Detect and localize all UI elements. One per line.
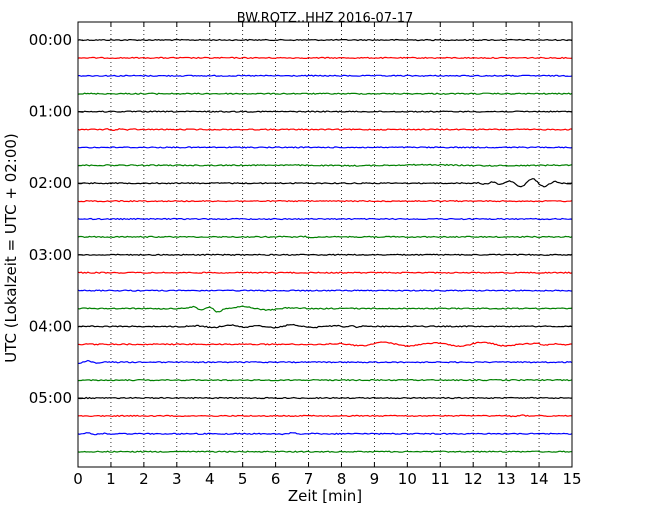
x-tick-label: 12 bbox=[464, 470, 483, 488]
trace-0530 bbox=[77, 431, 573, 436]
y-tick-label: 05:00 bbox=[29, 389, 72, 407]
x-tick-label: 3 bbox=[172, 470, 182, 488]
trace-0215 bbox=[77, 199, 573, 203]
x-tick-label: 7 bbox=[304, 470, 314, 488]
trace-0500 bbox=[77, 396, 573, 400]
trace-0315 bbox=[77, 271, 573, 274]
trace-0200 bbox=[77, 178, 573, 188]
trace-0300 bbox=[77, 253, 573, 256]
x-tick-label: 4 bbox=[205, 470, 215, 488]
y-tick-label: 04:00 bbox=[29, 317, 72, 335]
x-tick-label: 11 bbox=[431, 470, 450, 488]
x-tick-label: 2 bbox=[139, 470, 149, 488]
vertical-grid bbox=[110, 22, 540, 467]
trace-0145 bbox=[77, 163, 573, 167]
trace-0330 bbox=[77, 289, 573, 292]
x-tick-label: 5 bbox=[238, 470, 248, 488]
x-tick-label: 8 bbox=[337, 470, 347, 488]
trace-0230 bbox=[77, 217, 573, 221]
x-tick-label: 6 bbox=[271, 470, 281, 488]
trace-0245 bbox=[77, 235, 573, 239]
trace-0345 bbox=[77, 305, 573, 313]
trace-0015 bbox=[77, 56, 573, 60]
trace-0515 bbox=[77, 414, 573, 418]
trace-0130 bbox=[77, 146, 573, 149]
trace-0100 bbox=[78, 110, 573, 113]
y-tick-label: 01:00 bbox=[29, 103, 72, 121]
y-tick-label: 02:00 bbox=[29, 174, 72, 192]
x-tick-label: 1 bbox=[106, 470, 116, 488]
trace-0415 bbox=[77, 341, 572, 348]
trace-0030 bbox=[78, 74, 573, 78]
chart-title: BW.ROTZ..HHZ 2016-07-17 bbox=[236, 11, 414, 26]
trace-0000 bbox=[77, 38, 573, 42]
seismogram-traces bbox=[77, 38, 573, 453]
x-tick-label: 13 bbox=[497, 470, 516, 488]
trace-0545 bbox=[77, 450, 572, 453]
y-axis-label: UTC (Lokalzeit = UTC + 02:00) bbox=[2, 133, 20, 363]
x-tick-label: 15 bbox=[562, 470, 581, 488]
trace-0115 bbox=[77, 128, 572, 131]
trace-0400 bbox=[77, 323, 573, 329]
axis-ticks: 0 1 2 3 4 5 6 7 8 9 10 11 12 13 14 1500:0001:0002:0003:… bbox=[29, 22, 582, 488]
x-tick-label: 0 bbox=[73, 470, 83, 488]
x-tick-label: 14 bbox=[530, 470, 549, 488]
plot-frame bbox=[77, 21, 573, 468]
x-tick-label: 10 bbox=[398, 470, 417, 488]
x-axis-label: Zeit [min] bbox=[287, 487, 363, 505]
trace-0445 bbox=[77, 378, 573, 382]
y-tick-label: 00:00 bbox=[29, 31, 72, 49]
trace-0045 bbox=[77, 92, 573, 96]
y-tick-label: 03:00 bbox=[29, 246, 72, 264]
trace-0430 bbox=[77, 359, 573, 365]
x-tick-label: 9 bbox=[370, 470, 380, 488]
